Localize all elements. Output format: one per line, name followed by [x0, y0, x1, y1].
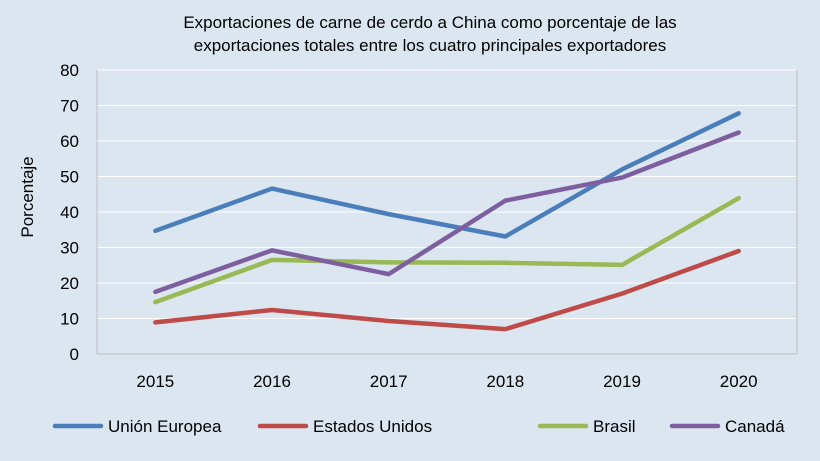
y-tick-label: 60	[60, 132, 79, 151]
chart-title: Exportaciones de carne de cerdo a China …	[183, 13, 676, 55]
chart-title-line-2: exportaciones totales entre los cuatro p…	[194, 36, 667, 55]
y-tick-label: 0	[70, 345, 79, 364]
legend-label-estados-unidos: Estados Unidos	[313, 417, 432, 436]
legend-label-canada: Canadá	[725, 417, 785, 436]
x-tick-label: 2016	[253, 372, 291, 391]
y-tick-label: 10	[60, 310, 79, 329]
series-line-union-europea	[153, 111, 741, 239]
y-tick-label: 70	[60, 97, 79, 116]
legend-label-brasil: Brasil	[593, 417, 636, 436]
x-tick-label: 2018	[486, 372, 524, 391]
x-axis-ticks: 2015 2016 2017 2018 2019 2020	[136, 372, 757, 391]
series-line-brasil	[153, 195, 741, 305]
y-tick-label: 40	[60, 203, 79, 222]
y-tick-label: 20	[60, 274, 79, 293]
x-tick-label: 2019	[603, 372, 641, 391]
legend: Unión Europea Estados Unidos Brasil Canadá	[52, 417, 785, 436]
series-line-estados-unidos	[153, 248, 741, 332]
series-lines	[153, 111, 741, 332]
x-tick-label: 2020	[720, 372, 758, 391]
y-axis-label: Porcentaje	[18, 156, 37, 237]
series-line-canada	[153, 130, 741, 295]
y-tick-label: 50	[60, 168, 79, 187]
y-axis-ticks: 0 10 20 30 40 50 60 70 80	[60, 61, 79, 364]
x-tick-label: 2017	[370, 372, 408, 391]
chart-title-line-1: Exportaciones de carne de cerdo a China …	[183, 13, 676, 32]
y-tick-label: 30	[60, 239, 79, 258]
y-tick-label: 80	[60, 61, 79, 80]
x-tick-label: 2015	[136, 372, 174, 391]
legend-label-union-europea: Unión Europea	[108, 417, 222, 436]
